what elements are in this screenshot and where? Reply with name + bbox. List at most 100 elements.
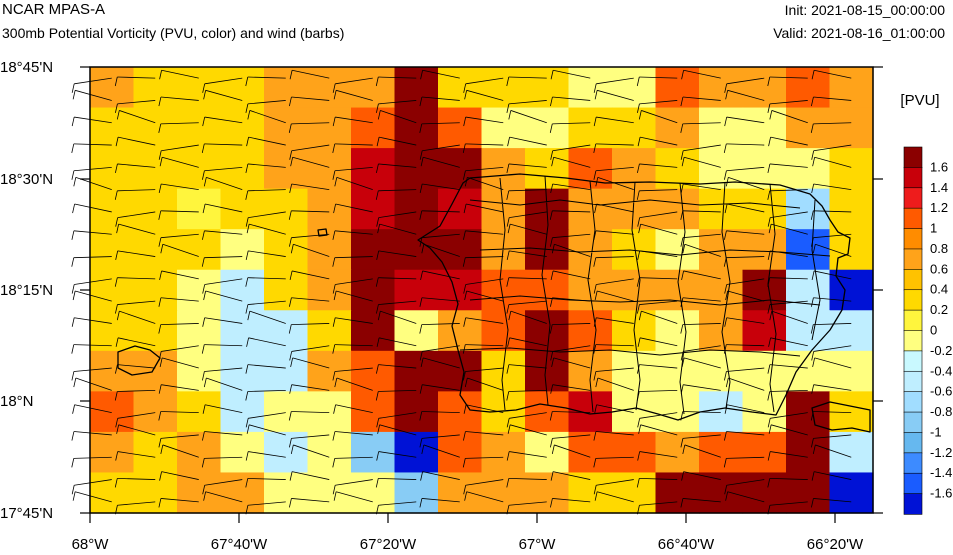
wind-barb <box>681 270 721 281</box>
pv-cell <box>655 350 700 392</box>
wind-barb <box>682 243 721 257</box>
pv-cell <box>829 310 874 352</box>
wind-barb <box>637 100 678 113</box>
colorbar-label: 0.8 <box>930 241 948 256</box>
wind-barb <box>593 367 634 381</box>
wind-barb <box>680 323 721 334</box>
wind-barb <box>506 364 547 374</box>
wind-barb <box>593 256 634 267</box>
wind-barb <box>811 69 852 80</box>
pv-cell <box>438 269 483 311</box>
wind-barb <box>593 456 634 468</box>
pv-cell <box>525 310 570 352</box>
pv-cell <box>394 107 439 149</box>
wind-barb <box>724 479 765 495</box>
pv-cell <box>133 310 178 352</box>
pv-cell <box>307 107 352 149</box>
pv-cell <box>481 472 526 514</box>
colorbar-swatch <box>903 493 923 515</box>
wind-barb <box>202 367 243 381</box>
wind-barb <box>549 122 591 133</box>
wind-barb <box>376 337 417 347</box>
pv-cell <box>351 269 396 311</box>
wind-barb <box>419 210 460 220</box>
colorbar-swatch <box>903 228 923 250</box>
wind-barb <box>638 223 678 235</box>
wind-barb <box>419 144 460 160</box>
wind-barb <box>725 377 765 391</box>
wind-barb <box>203 176 243 191</box>
wind-barb <box>637 451 678 461</box>
colorbar-swatch <box>903 350 923 372</box>
valid-time: Valid: 2021-08-16_01:00:00 <box>773 25 945 41</box>
wind-barb <box>767 76 808 87</box>
pv-cell <box>177 188 222 230</box>
wind-barb <box>812 156 852 168</box>
colorbar-label: 1 <box>930 221 937 236</box>
pv-cell <box>481 67 526 109</box>
wind-barb <box>811 345 852 361</box>
pv-cell <box>394 350 439 392</box>
colorbar-label: -1.6 <box>930 486 952 501</box>
pv-cell <box>655 67 700 109</box>
wind-barb <box>551 357 591 369</box>
colorbar-label: 0.2 <box>930 302 948 317</box>
wind-barb <box>638 424 678 436</box>
wind-barb <box>506 76 547 87</box>
wind-barb <box>289 233 330 247</box>
wind-barb <box>594 290 634 302</box>
wind-barb <box>811 183 852 194</box>
wind-barb <box>680 233 721 247</box>
pv-cell <box>90 269 135 311</box>
pv-cell <box>133 107 178 149</box>
wind-barb <box>463 317 504 327</box>
wind-barb <box>550 69 591 80</box>
pv-cell <box>351 310 396 352</box>
pv-cell <box>264 431 309 474</box>
wind-barb <box>375 76 417 87</box>
pv-cell <box>438 67 483 109</box>
wind-barb <box>636 277 678 287</box>
wind-barb <box>681 69 721 80</box>
colorbar-swatch <box>903 207 923 230</box>
wind-barb <box>550 270 591 281</box>
vieques-outline <box>811 401 871 433</box>
colorbar-label: 0 <box>930 323 937 338</box>
wind-barb <box>290 243 330 257</box>
wind-barb <box>636 189 678 200</box>
wind-barb <box>506 189 547 200</box>
pv-cell <box>786 107 831 149</box>
wind-barb <box>333 404 373 414</box>
wind-barb <box>636 478 678 488</box>
wind-barb <box>332 77 373 93</box>
pv-cell <box>351 67 396 109</box>
wind-barb <box>767 189 808 200</box>
wind-barb <box>114 277 156 287</box>
wind-barb <box>71 317 112 327</box>
wind-barb <box>551 243 591 257</box>
wind-barb <box>290 357 330 369</box>
wind-barb <box>508 110 547 124</box>
pv-cell <box>481 107 526 149</box>
colorbar-swatch <box>903 432 923 454</box>
wind-barb <box>158 210 199 220</box>
wind-barb <box>246 136 286 147</box>
pv-cell <box>394 67 439 109</box>
wind-barb <box>767 389 808 401</box>
wind-barb <box>724 77 765 93</box>
pv-cell <box>612 431 657 474</box>
wind-barb <box>768 337 808 347</box>
wind-barb <box>332 344 373 354</box>
colorbar-swatch <box>903 187 923 209</box>
colorbar-swatch <box>903 330 923 352</box>
colorbar-label: -0.8 <box>930 404 952 419</box>
wind-barb <box>71 278 112 294</box>
wind-barb <box>245 300 286 314</box>
lon-label: 67°40'W <box>211 536 268 553</box>
wind-barb <box>768 424 808 436</box>
wind-barb <box>636 76 678 87</box>
pv-cell <box>525 472 570 514</box>
wind-barb <box>202 317 243 327</box>
wind-barb <box>680 96 721 107</box>
wind-barb <box>289 183 330 194</box>
